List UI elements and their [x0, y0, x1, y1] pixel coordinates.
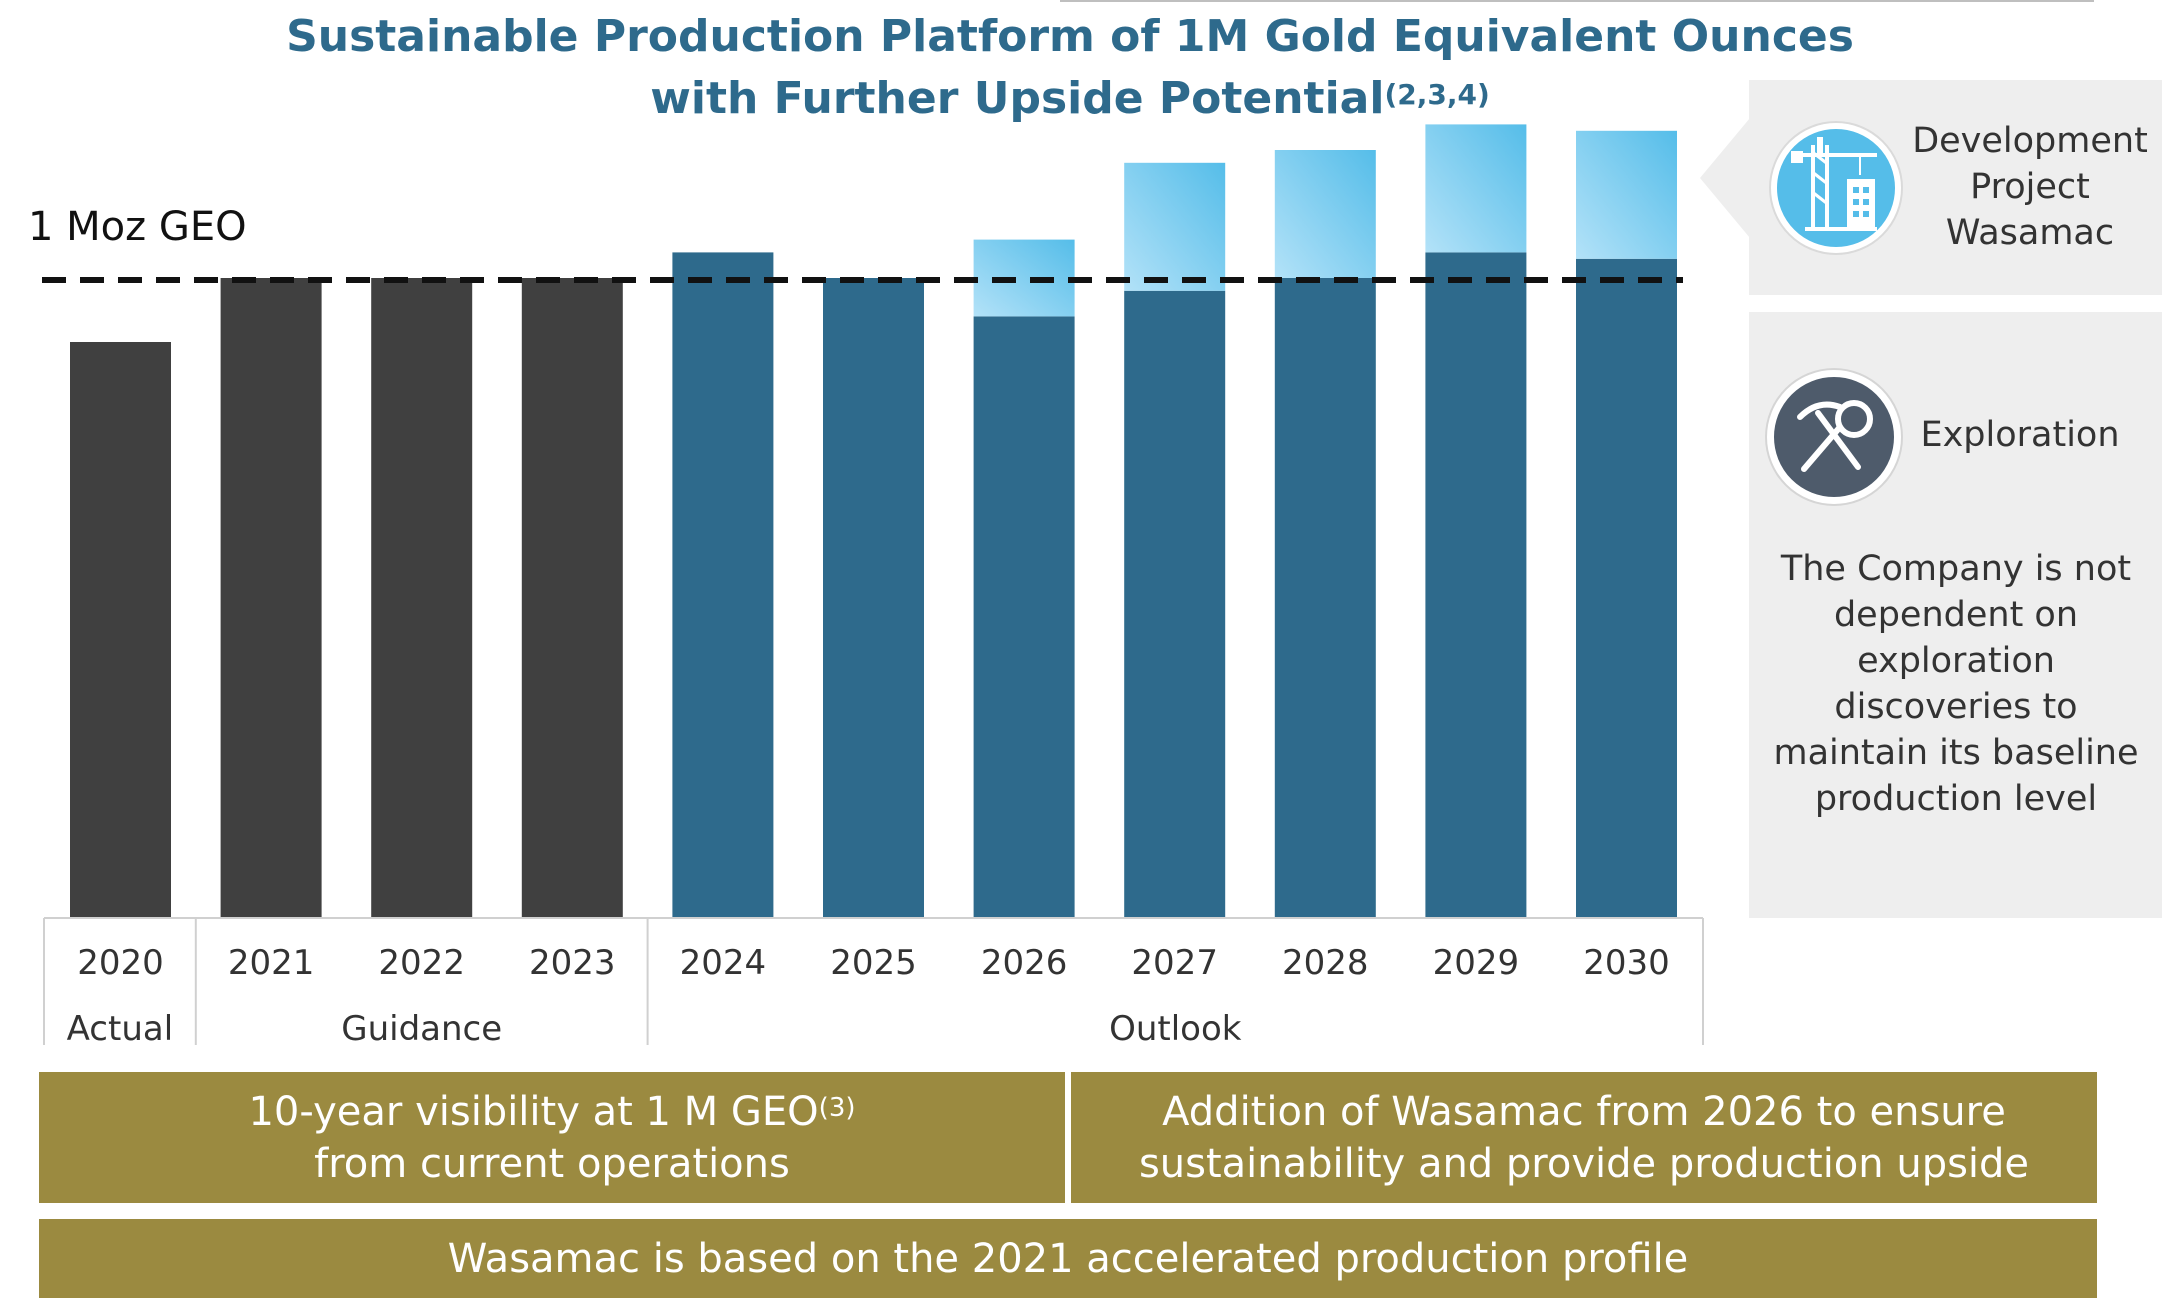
tick-label-2023: 2023 [529, 943, 616, 983]
note-line-3: exploration [1857, 641, 2055, 681]
bar-wasamac-2030 [1576, 130, 1677, 259]
tick-label-2027: 2027 [1131, 943, 1218, 983]
group-label-outlook: Outlook [1109, 1009, 1242, 1049]
banner-footnote-ref: (3) [818, 1092, 856, 1123]
tick-label-2021: 2021 [228, 943, 315, 983]
title-line-1: Sustainable Production Platform of 1M Go… [286, 11, 1854, 62]
banner-visibility-line-2: from current operations [314, 1140, 790, 1187]
exploration-note: The Company is not dependent on explorat… [1756, 546, 2156, 822]
legend-development-line-1: Development [1912, 121, 2148, 161]
bar-2020 [70, 342, 171, 918]
note-line-5: maintain its baseline [1773, 733, 2139, 773]
title-line-2: with Further Upside Potential [650, 73, 1385, 124]
title-footnote-ref: (2,3,4) [1384, 78, 1490, 111]
bar-2023 [521, 278, 623, 918]
bars-layer [70, 124, 1677, 918]
legend-exploration-label: Exploration [1920, 415, 2120, 455]
bar-wasamac-2027 [1124, 162, 1226, 291]
tick-label-2030: 2030 [1583, 943, 1670, 983]
bar-2029 [1425, 252, 1527, 918]
tick-label-2026: 2026 [981, 943, 1068, 983]
legend-development-label: Development Project Wasamac [1900, 118, 2160, 256]
legend-pointer [1700, 118, 1750, 238]
group-label-guidance: Guidance [341, 1009, 502, 1049]
tick-label-2025: 2025 [830, 943, 917, 983]
tick-label-2024: 2024 [680, 943, 767, 983]
note-line-4: discoveries to [1834, 687, 2078, 727]
tick-label-2028: 2028 [1282, 943, 1369, 983]
banner-visibility: 10-year visibility at 1 M GEO(3) from cu… [39, 1072, 1065, 1203]
top-rule [1060, 0, 2094, 2]
category-axis: 2020 2021 2022 2023 2024 2025 2026 2027 2028 2029… [43, 917, 1704, 1049]
tick-label-2020: 2020 [77, 943, 164, 983]
note-line-2: dependent on [1833, 595, 2079, 635]
reference-line-label: 1 Moz GEO [28, 204, 247, 250]
banner-wasamac-addition: Addition of Wasamac from 2026 to ensure … [1071, 1072, 2097, 1203]
bar-2025 [823, 278, 924, 918]
bar-wasamac-2026 [973, 239, 1075, 317]
reference-line-group: 1 Moz GEO [28, 204, 1683, 283]
banner-visibility-line-1: 10-year visibility at 1 M GEO [248, 1088, 819, 1135]
bar-wasamac-2029 [1425, 124, 1527, 253]
production-bar-chart: 2020 2021 2022 2023 2024 2025 2026 2027 2028 2029… [28, 124, 1704, 1049]
banner-wasamac-line-2: sustainability and provide production up… [1138, 1140, 2030, 1187]
pickaxe-icon [1767, 370, 1901, 504]
chart-title: Sustainable Production Platform of 1M Go… [0, 6, 2140, 130]
legend-development-line-2: Project [1970, 167, 2090, 207]
crane-building-icon [1771, 123, 1901, 253]
banner-accelerated-profile: Wasamac is based on the 2021 accelerated… [39, 1219, 2097, 1298]
bar-2024 [672, 252, 774, 918]
bar-wasamac-2028 [1274, 150, 1376, 278]
bar-2030 [1576, 258, 1677, 918]
tick-label-2022: 2022 [378, 943, 465, 983]
group-label-actual: Actual [67, 1009, 174, 1049]
bar-2022 [371, 278, 473, 918]
banner-wasamac-line-1: Addition of Wasamac from 2026 to ensure [1162, 1088, 2006, 1135]
legend-development-line-3: Wasamac [1945, 213, 2115, 253]
bar-2026 [973, 316, 1075, 918]
bar-2027 [1124, 290, 1226, 918]
note-line-6: production level [1814, 779, 2098, 819]
tick-label-2029: 2029 [1433, 943, 1520, 983]
note-line-1: The Company is not [1780, 549, 2132, 589]
bar-2028 [1274, 278, 1376, 918]
bar-2021 [220, 278, 322, 918]
